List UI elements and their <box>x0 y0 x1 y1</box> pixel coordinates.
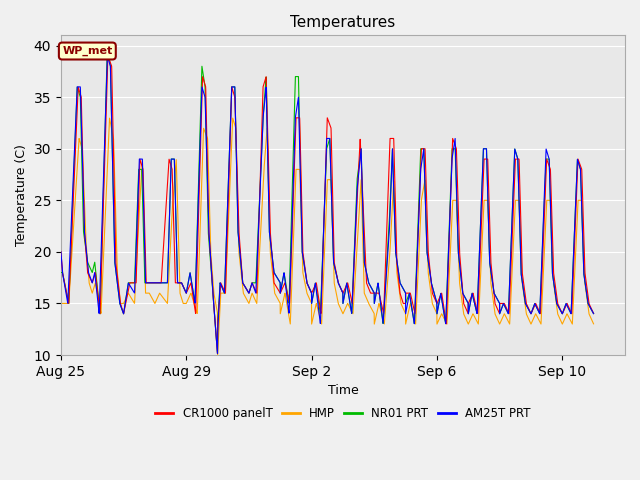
Y-axis label: Temperature (C): Temperature (C) <box>15 144 28 246</box>
Text: WP_met: WP_met <box>62 46 113 56</box>
Title: Temperatures: Temperatures <box>291 15 396 30</box>
X-axis label: Time: Time <box>328 384 358 397</box>
Legend: CR1000 panelT, HMP, NR01 PRT, AM25T PRT: CR1000 panelT, HMP, NR01 PRT, AM25T PRT <box>150 402 535 425</box>
